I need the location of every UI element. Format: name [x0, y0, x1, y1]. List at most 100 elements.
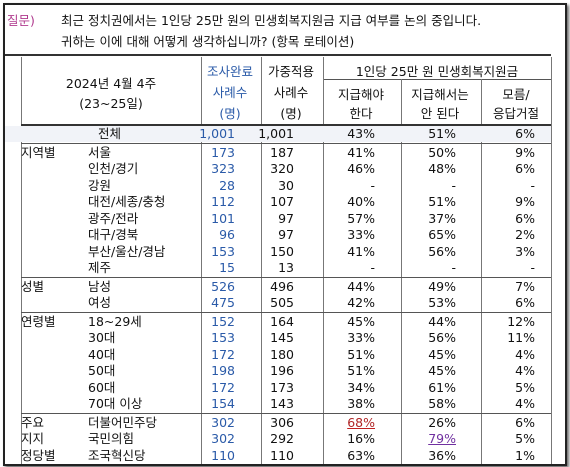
table-row: 강원 28 30 - - - — [5, 178, 551, 194]
pct-unknown: - — [530, 177, 535, 193]
pct-oppose: 50% — [428, 144, 456, 160]
pct-unknown: 6% — [515, 295, 535, 310]
table-row: 대구/경북 96 97 33% 65% 2% — [5, 227, 551, 243]
pct-support: - — [370, 177, 375, 193]
row-group-label: 성별 — [21, 278, 45, 294]
pct-oppose: - — [451, 260, 456, 275]
table-header: 2024년 4월 4주 (23~25일) 조사완료 사례수 (명) 가중적용 사… — [5, 57, 551, 124]
pct-unknown: 3% — [515, 243, 535, 259]
row-label: 강원 — [88, 177, 112, 193]
pct-unknown: 2% — [515, 227, 535, 242]
row-group-label: 연령별 — [21, 313, 56, 329]
pct-oppose: 56% — [428, 243, 456, 259]
pct-oppose: 61% — [428, 379, 456, 395]
row-label: 대전/세종/충청 — [88, 194, 166, 209]
row-label: 국민의힘 — [88, 431, 135, 446]
completed-count: 302 — [211, 414, 235, 430]
weighted-count: 97 — [278, 210, 294, 226]
row-group-label: 지지 — [21, 431, 45, 446]
weighted-count: 30 — [278, 177, 294, 193]
pct-support: 45% — [347, 313, 375, 329]
pct-unknown: 11% — [507, 330, 535, 345]
question-block: 질문) 최근 정치권에서는 1인당 25만 원의 민생회복지원금 지급 여부를 … — [5, 5, 563, 51]
row-label: 조국혁신당 — [88, 447, 146, 463]
pct-unknown: 1% — [515, 447, 535, 463]
pct-unknown: 4% — [515, 396, 535, 411]
pct-oppose: 37% — [428, 210, 456, 226]
col-weighted-sub: 사례수 — [273, 85, 309, 100]
table-row: 무당(無黨)층 216 219 37% 50% 13% — [5, 464, 551, 466]
weighted-count: 164 — [270, 313, 294, 329]
completed-count: 15 — [219, 260, 235, 275]
completed-count: 153 — [211, 330, 235, 345]
row-group-label: 주요 — [21, 414, 45, 430]
row-label: 대구/경북 — [88, 227, 139, 242]
table-row: 주요 더불어민주당 302 306 68% 26% 6% — [5, 415, 551, 431]
opt-support-l2: 한다 — [349, 106, 373, 121]
row-label: 70대 이상 — [88, 396, 143, 411]
completed-count: 323 — [211, 161, 235, 176]
pct-oppose: 79% — [428, 431, 456, 446]
question-label: 질문) — [7, 13, 35, 28]
completed-count: 112 — [211, 194, 235, 209]
question-text-line2: 귀하는 이에 대해 어떻게 생각하십니까? (항목 로테이션) — [61, 34, 355, 49]
table-row: 여성 475 505 42% 53% 6% — [5, 295, 551, 311]
weighted-count: 173 — [270, 379, 294, 395]
weighted-count: 505 — [270, 295, 294, 310]
completed-count: 153 — [211, 243, 235, 259]
pct-support: 57% — [347, 210, 375, 226]
completed-count: 154 — [211, 396, 235, 411]
pct-oppose: 51% — [428, 126, 456, 141]
completed-count: 526 — [211, 278, 235, 294]
table-row: 70대 이상 154 143 38% 58% 4% — [5, 396, 551, 412]
pct-support: 33% — [347, 227, 375, 242]
weighted-count: 496 — [270, 278, 294, 294]
table-row: 30대 153 145 33% 56% 11% — [5, 330, 551, 346]
pct-support: 51% — [347, 346, 375, 362]
pct-unknown: 7% — [515, 278, 535, 294]
pct-oppose: 36% — [428, 447, 456, 463]
row-label: 50대 — [88, 363, 116, 378]
completed-count: 28 — [219, 177, 235, 193]
pct-oppose: 45% — [428, 346, 456, 362]
weighted-count: 107 — [270, 194, 294, 209]
row-label: 더불어민주당 — [88, 414, 158, 430]
table-row: 지역별 서울 173 187 41% 50% 9% — [5, 145, 551, 161]
completed-count: 96 — [219, 227, 235, 242]
pct-oppose: 48% — [428, 161, 456, 176]
completed-count: 172 — [211, 346, 235, 362]
survey-date-range: (23~25일) — [79, 96, 143, 111]
pct-oppose: 65% — [428, 227, 456, 242]
row-label: 서울 — [88, 144, 112, 160]
table-row: 인천/경기 323 320 46% 48% 6% — [5, 161, 551, 177]
col-rule-4 — [401, 79, 402, 464]
row-label: 30대 — [88, 330, 116, 345]
pct-oppose: 58% — [428, 396, 456, 411]
pct-support: 40% — [347, 194, 375, 209]
pct-support: 34% — [347, 379, 375, 395]
weighted-count: 143 — [270, 396, 294, 411]
pct-support: 37% — [347, 464, 375, 466]
weighted-count: 196 — [270, 363, 294, 378]
table-row: 정당별 조국혁신당 110 110 63% 36% 1% — [5, 448, 551, 464]
question-text-line1: 최근 정치권에서는 1인당 25만 원의 민생회복지원금 지급 여부를 논의 중… — [61, 13, 482, 28]
pct-oppose: 56% — [428, 330, 456, 345]
col-completed-unit: (명) — [219, 106, 241, 121]
row-label: 18~29세 — [88, 313, 142, 329]
opt-oppose-l2: 안 된다 — [420, 106, 460, 121]
table-row: 연령별 18~29세 152 164 45% 44% 12% — [5, 314, 551, 330]
pct-unknown: 5% — [515, 379, 535, 395]
weighted-count: 1,001 — [258, 126, 294, 141]
row-label: 부산/울산/경남 — [88, 243, 166, 259]
weighted-count: 219 — [270, 464, 294, 466]
opt-oppose-l1: 지급해서는 — [411, 87, 469, 102]
completed-count: 1,001 — [199, 126, 235, 141]
pct-unknown: 6% — [515, 210, 535, 226]
pct-unknown: 6% — [515, 161, 535, 176]
table-row: 60대 172 173 34% 61% 5% — [5, 380, 551, 396]
pct-support: - — [370, 260, 375, 275]
pct-oppose: - — [451, 177, 456, 193]
completed-count: 101 — [211, 210, 235, 226]
row-label: 제주 — [88, 260, 112, 275]
pct-oppose: 50% — [428, 464, 456, 466]
